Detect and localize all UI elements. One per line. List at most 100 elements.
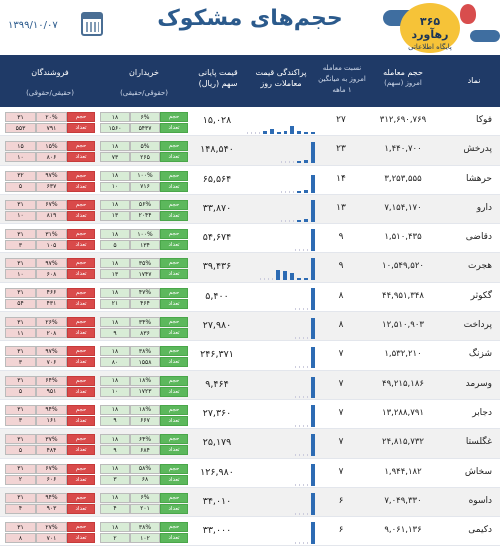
table-row[interactable]: حرهشا ۳,۲۵۳,۵۵۵ ۱۴ ۶۵,۵۶۴ حجم ۱۰۰% ۱۸ تعداد ۷۱۶ ۱… <box>0 166 500 195</box>
sparkline-baseline-dot <box>289 219 290 222</box>
sparkline-baseline-dot <box>307 424 308 427</box>
sparkline-baseline-dot <box>250 132 252 134</box>
table-row[interactable]: دجابر ۱۳,۲۸۸,۷۹۱ ۷ ۲۷,۳۶۰ حجم ۱۸% ۱۸ تعداد ۶۶۷ ۹ ح… <box>0 400 500 430</box>
volume-label: حجم <box>160 170 188 181</box>
buyers-count-pair: تعداد ۱۰۲ ۲ <box>100 533 188 544</box>
col-price-sub: سهم (ریال) <box>198 79 238 88</box>
sparkline-baseline-dot <box>303 337 304 340</box>
buyers-cell: حجم ۳۸% ۱۸ تعداد ۱۵۵۸ ۸۰ <box>100 345 188 368</box>
volume-label: حجم <box>160 463 188 474</box>
sparkline-bar <box>311 318 315 340</box>
volume-label: حجم <box>67 141 95 152</box>
table-row[interactable]: غگلستا ۲۴,۸۱۵,۷۳۲ ۷ ۲۵,۱۷۹ حجم ۶۴% ۱۸ تعداد ۶۸۴ ۹… <box>0 429 500 459</box>
table-row[interactable]: دکیمی ۹,۰۶۱,۱۳۶ ۶ ۳۳,۰۰۰ حجم ۳۸% ۱۸ تعداد ۱۰۲ ۲ حج… <box>0 517 500 546</box>
count-label: تعداد <box>160 445 188 456</box>
buyers-volume-pair: حجم ۶% ۱۸ <box>100 112 188 122</box>
count-label: تعداد <box>67 240 95 251</box>
buyers-count-b: ۱۳ <box>100 269 130 280</box>
col-volume-title: حجم معامله <box>383 68 423 77</box>
price-cell: ۲۷,۳۶۰ <box>202 407 232 419</box>
sellers-volume-b: ۳۱ <box>5 346 36 357</box>
sparkline-baseline-dot <box>307 483 308 486</box>
sellers-volume-pair: حجم ۹۷% ۳۲ <box>5 170 95 181</box>
sellers-count-b: ۱۰ <box>5 152 36 163</box>
volume-label: حجم <box>160 199 188 210</box>
table-row[interactable]: پرداخت ۱۲,۵۱۰,۹۰۳ ۸ ۲۷,۹۸۰ حجم ۳۴% ۱۸ تعداد ۸۳۶ ۹… <box>0 312 500 342</box>
table-row[interactable]: هجرت ۱۰,۵۴۹,۵۲۰ ۹ ۳۹,۴۳۶ حجم ۳۵% ۱۸ تعداد ۱۷۴۷ ۱۳… <box>0 253 500 283</box>
sellers-volume-b: ۳۱ <box>5 492 36 503</box>
buyers-volume-a: ۳۸% <box>130 522 160 533</box>
buyers-volume-b: ۱۸ <box>100 492 130 503</box>
volume-label: حجم <box>160 229 188 240</box>
sparkline-baseline-dot <box>260 278 261 281</box>
ratio-cell: ۹ <box>338 232 344 243</box>
sparkline-bar <box>311 287 315 310</box>
col-ratio-sub2: ۱ ماهه <box>332 86 352 94</box>
buyers-count-b: ۱۰ <box>100 181 130 192</box>
buyers-cell: حجم ۵۸% ۱۸ تعداد ۶۸ ۳ <box>100 463 188 485</box>
buyers-count-a: ۶۶۷ <box>130 415 160 426</box>
buyers-count-pair: تعداد ۱۵۵۸ ۸۰ <box>100 357 188 368</box>
sellers-volume-b: ۳۱ <box>5 375 36 386</box>
sellers-count-a: ۲۰۸ <box>36 328 67 339</box>
buyers-volume-a: ۶% <box>130 112 160 122</box>
table-row[interactable]: دقاضی ۱,۵۱۰,۴۳۵ ۹ ۵۴,۶۷۴ حجم ۱۰۰% ۱۸ تعداد ۱۳۴ ۵ ح… <box>0 224 500 254</box>
col-volume: حجم معامله امروز (سهم) <box>367 67 439 89</box>
volume-label: حجم <box>67 112 95 122</box>
buyers-count-pair: تعداد ۶۸۴ ۹ <box>100 445 188 456</box>
symbol-cell: دجابر <box>472 407 492 418</box>
sparkline-baseline-dot <box>303 249 304 252</box>
table-row[interactable]: پدرخش ۱,۴۴۰,۷۰۰ ۲۳ ۱۴۸,۵۴۰ حجم ۵% ۱۸ تعداد ۲۶۵ ۷۳… <box>0 136 500 166</box>
sellers-count-pair: تعداد ۸۰۶ ۱۰ <box>5 152 95 163</box>
sparkline-bar <box>311 199 315 222</box>
dispersion-sparkline <box>247 520 315 545</box>
sparkline-bar <box>311 404 315 427</box>
table-row[interactable]: وسرمد ۴۹,۲۱۵,۱۸۶ ۷ ۹,۴۶۴ حجم ۱۸% ۱۸ تعداد ۱۷۲۳ ۱۰… <box>0 370 500 400</box>
col-dispersion-sub: معاملات روز <box>260 79 302 88</box>
sellers-volume-a: ۹۷% <box>36 258 67 269</box>
buyers-count-a: ۸۳۶ <box>130 328 160 339</box>
sellers-volume-b: ۱۵ <box>5 141 36 152</box>
sellers-cell: حجم ۶۴% ۳۱ تعداد ۹۵۱ ۵ <box>5 375 95 397</box>
buyers-volume-b: ۱۸ <box>100 404 130 415</box>
buyers-count-pair: تعداد ۶۶۷ ۹ <box>100 415 188 426</box>
table-row[interactable]: شزنگ ۱,۵۳۲,۲۱۰ ۷ ۲۴۶,۳۷۱ حجم ۳۸% ۱۸ تعداد ۱۵۵۸ ۸۰… <box>0 341 500 371</box>
sellers-count-a: ۹۰۳ <box>36 503 67 514</box>
col-sellers-sub: (حقیقی/حقوقی) <box>26 89 74 97</box>
buyers-cell: حجم ۱۸% ۱۸ تعداد ۱۷۲۳ ۱۰ <box>100 375 188 397</box>
sellers-volume-a: ۶۷% <box>36 199 67 210</box>
sparkline-baseline-dot <box>307 512 308 515</box>
buyers-volume-pair: حجم ۶% ۱۸ <box>100 492 188 503</box>
count-label: تعداد <box>160 357 188 368</box>
sparkline-baseline-dot <box>299 424 300 427</box>
sparkline-baseline-dot <box>303 454 304 457</box>
table-row[interactable]: دارو ۷,۱۵۴,۱۷۰ ۱۳ ۳۳,۸۷۰ حجم ۵۶% ۱۸ تعداد ۲۰۴۴ ۱۳… <box>0 194 500 225</box>
sparkline-baseline-dot <box>303 307 304 310</box>
sellers-count-a: ۷۹۱ <box>36 123 67 133</box>
col-volume-sub: امروز (سهم) <box>384 79 422 87</box>
count-label: تعداد <box>160 123 188 133</box>
sparkline-baseline-dot <box>295 307 296 310</box>
count-label: تعداد <box>67 210 95 221</box>
ratio-cell: ۱۳ <box>336 202 346 213</box>
sellers-count-pair: تعداد ۸۱۹ ۱۰ <box>5 210 95 221</box>
sellers-count-pair: تعداد ۹۵۱ ۵ <box>5 386 95 397</box>
buyers-count-pair: تعداد ۱۷۴۷ ۱۳ <box>100 269 188 280</box>
count-label: تعداد <box>160 269 188 280</box>
sparkline-baseline-dot <box>303 483 304 486</box>
table-row[interactable]: فوکا ۳۱۲,۶۹۰,۷۶۹ ۲۷ ۱۵,۰۲۸ حجم ۶% ۱۸ تعداد ۵۴۳۷ ۱… <box>0 107 500 137</box>
buyers-cell: حجم ۳۵% ۱۸ تعداد ۱۷۴۷ ۱۳ <box>100 257 188 280</box>
sparkline-baseline-dot <box>299 249 300 252</box>
col-sellers-title: فروشندگان <box>31 68 69 77</box>
buyers-volume-pair: حجم ۵۶% ۱۸ <box>100 199 188 210</box>
table-row[interactable]: داسوه ۷,۰۴۹,۳۳۰ ۶ ۳۴,۰۱۰ حجم ۶% ۱۸ تعداد ۲۰۱ ۴ حجم… <box>0 487 500 518</box>
sellers-volume-b: ۳۱ <box>5 258 36 269</box>
table-row[interactable]: سخاش ۱,۹۴۴,۱۸۲ ۷ ۱۲۶,۹۸۰ حجم ۵۸% ۱۸ تعداد ۶۸ ۳ حجم… <box>0 459 500 488</box>
dispersion-sparkline <box>247 110 315 134</box>
table-row[interactable]: گکوثر ۴۴,۹۵۱,۳۴۸ ۸ ۵,۴۰۰ حجم ۴۷% ۱۸ تعداد ۴۶۴ ۲۱ ح… <box>0 283 500 313</box>
dispersion-sparkline <box>247 374 315 398</box>
col-ratio: نسبت معامله امروز به میانگین ۱ ماهه <box>318 63 366 96</box>
count-label: تعداد <box>67 269 95 280</box>
sparkline-bar <box>297 190 301 193</box>
price-cell: ۳۴,۰۱۰ <box>202 495 232 507</box>
